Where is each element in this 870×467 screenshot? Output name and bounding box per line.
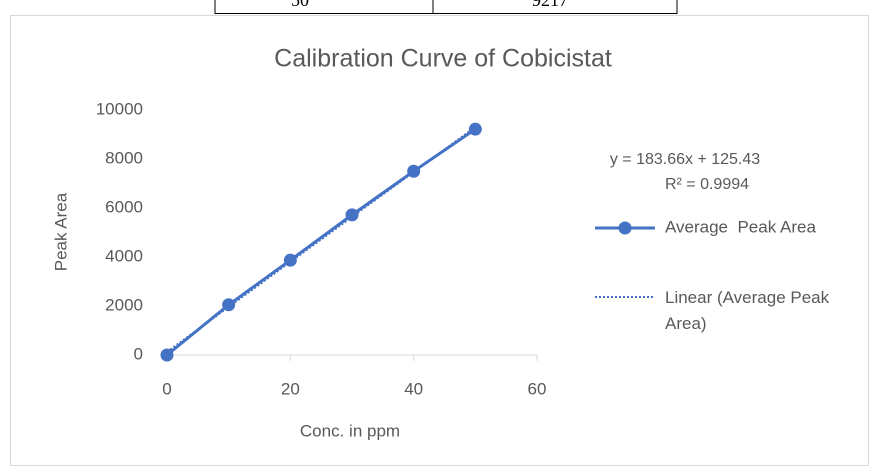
y-axis-label: Peak Area — [51, 192, 70, 271]
y-tick-label: 0 — [134, 344, 143, 363]
legend-label: Linear (Average Peak Area) — [665, 288, 830, 333]
x-tick-label: 0 — [162, 379, 171, 398]
x-tick-label: 40 — [404, 379, 423, 398]
data-point — [222, 298, 236, 312]
data-point — [468, 122, 482, 136]
x-tick-label: 60 — [528, 379, 547, 398]
data-point — [407, 164, 421, 178]
x-tick-label: 20 — [281, 379, 300, 398]
y-tick-label: 4000 — [105, 246, 143, 265]
y-tick-label: 6000 — [105, 197, 143, 216]
x-axis-label: Conc. in ppm — [300, 421, 400, 440]
table-cell: 50 — [291, 0, 309, 10]
legend-swatch — [618, 221, 632, 235]
data-point — [345, 208, 359, 222]
y-tick-label: 2000 — [105, 295, 143, 314]
table-cell: 9217 — [532, 0, 568, 10]
table-fragment: 50 9217 — [214, 0, 678, 14]
series-line — [166, 127, 477, 357]
data-point — [283, 253, 297, 267]
legend-label: Average Peak Area — [665, 217, 816, 236]
y-tick-label: 8000 — [105, 148, 143, 167]
r-squared: R² = 0.9994 — [665, 176, 749, 193]
equation: y = 183.66x + 125.43 — [610, 151, 760, 168]
chart-border — [10, 15, 869, 466]
chart-title: Calibration Curve of Cobicistat — [274, 45, 612, 73]
data-point — [160, 348, 174, 362]
y-tick-label: 10000 — [96, 99, 143, 118]
